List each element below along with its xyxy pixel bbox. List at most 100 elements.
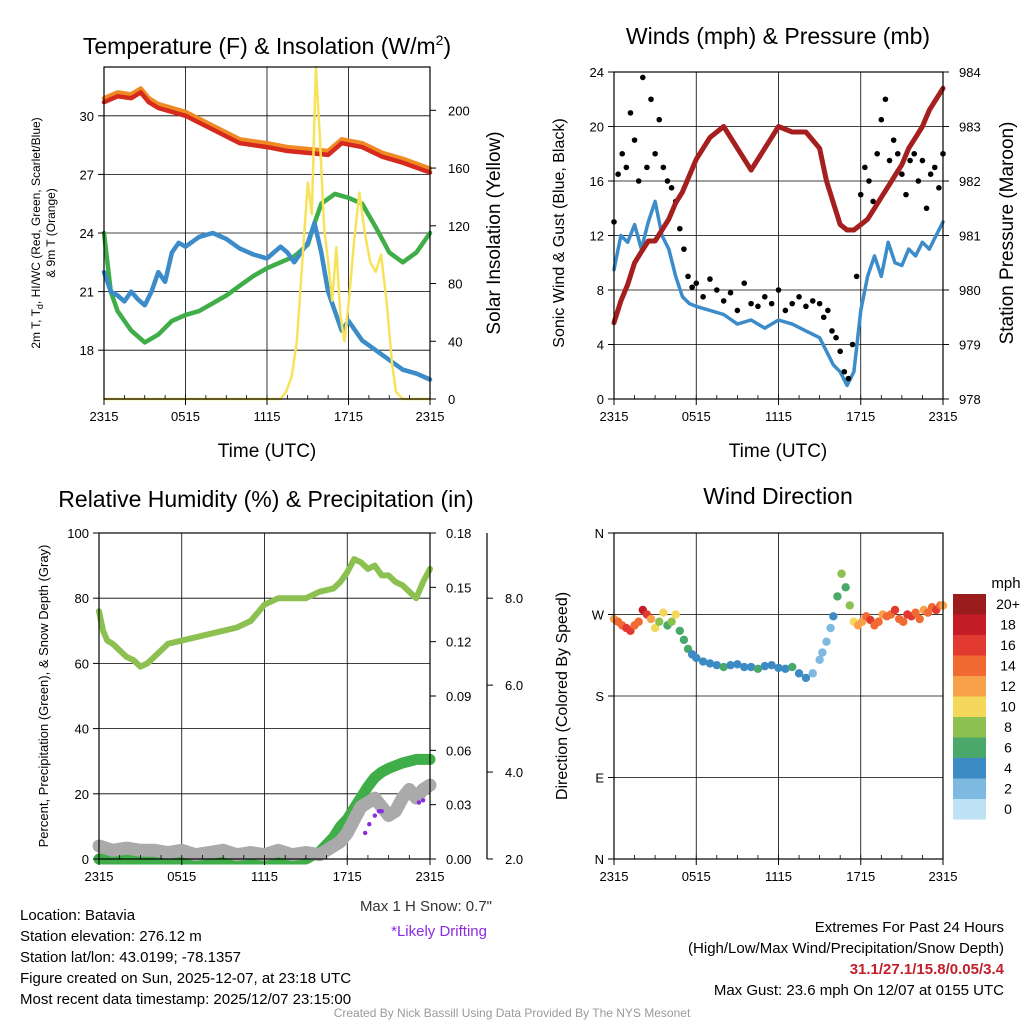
x-tick-label: 2315 bbox=[416, 869, 445, 884]
direction-point bbox=[911, 608, 920, 617]
direction-point bbox=[719, 662, 728, 672]
gust-point bbox=[685, 273, 691, 280]
x-tick-label: 1115 bbox=[251, 869, 278, 884]
precip-tick-label: 0.15 bbox=[446, 580, 471, 595]
gust-point bbox=[761, 294, 768, 300]
x-tick-label: 2315 bbox=[600, 409, 629, 424]
gust-point bbox=[714, 287, 720, 293]
direction-point bbox=[659, 608, 668, 617]
credit-line: Created By Nick Bassill Using Data Provi… bbox=[333, 1006, 691, 1020]
gust-point bbox=[782, 307, 789, 314]
direction-point bbox=[650, 623, 660, 633]
y-tick-label: S bbox=[595, 689, 604, 704]
x-tick-label: 1715 bbox=[333, 869, 362, 884]
station-location: Location: Batavia bbox=[20, 907, 136, 924]
precip-tick-label: 0.09 bbox=[446, 689, 471, 704]
direction-point bbox=[829, 612, 838, 621]
gust-point bbox=[809, 298, 816, 304]
gust-point bbox=[825, 307, 831, 314]
x-tick-label: 1715 bbox=[846, 869, 875, 884]
series-sonic-wind bbox=[612, 199, 945, 388]
y-tick-label: 27 bbox=[80, 167, 94, 182]
colorbar-swatch bbox=[953, 758, 986, 779]
gust-point bbox=[635, 178, 642, 184]
direction-point bbox=[845, 601, 854, 610]
y-tick-label: W bbox=[592, 608, 605, 623]
y-right-tick-label: 40 bbox=[448, 334, 462, 349]
colorbar-label: 6 bbox=[1004, 740, 1012, 756]
gust-point bbox=[627, 110, 634, 116]
gust-point bbox=[936, 185, 942, 191]
x-tick-label: 1115 bbox=[254, 409, 281, 424]
winds-ylabel-left: Sonic Wind & Gust (Blue, Black) bbox=[551, 118, 568, 347]
y-tick-label: 24 bbox=[590, 65, 604, 80]
direction-point bbox=[634, 617, 643, 626]
y-right-tick-label: 978 bbox=[959, 392, 981, 407]
y-right-tick-label: 983 bbox=[959, 120, 981, 135]
y-tick-label: 40 bbox=[75, 722, 89, 737]
max-gust: Max Gust: 23.6 mph On 12/07 at 0155 UTC bbox=[713, 982, 1004, 999]
direction-point bbox=[671, 610, 680, 619]
station-elevation: Station elevation: 276.12 m bbox=[20, 928, 202, 945]
extremes-values: 31.1/27.1/15.8/0.05/3.4 bbox=[849, 961, 1004, 978]
gust-point bbox=[894, 150, 901, 157]
station-latlon: Station lat/lon: 43.0199; -78.1357 bbox=[20, 949, 242, 966]
snow-tick-label: 4.0 bbox=[505, 765, 523, 780]
direction-point bbox=[890, 605, 900, 615]
y-right-tick-label: 980 bbox=[959, 283, 981, 298]
colorbar-swatch bbox=[953, 778, 986, 799]
y-right-tick-label: 982 bbox=[959, 174, 981, 189]
y-tick-label: E bbox=[595, 771, 604, 786]
colorbar-swatch bbox=[953, 737, 986, 758]
gust-point bbox=[644, 164, 650, 171]
gust-point bbox=[816, 300, 823, 307]
gust-point bbox=[849, 341, 856, 348]
gust-point bbox=[734, 307, 741, 314]
x-tick-label: 2315 bbox=[90, 409, 119, 424]
colorbar-swatch bbox=[953, 635, 986, 656]
direction-point bbox=[646, 614, 656, 624]
direction-point bbox=[815, 655, 824, 664]
y-tick-label: 4 bbox=[597, 338, 604, 353]
winds-xlabel: Time (UTC) bbox=[729, 441, 828, 462]
y-tick-label: 18 bbox=[80, 343, 94, 358]
y-tick-label: N bbox=[595, 852, 604, 867]
gust-point bbox=[919, 157, 926, 164]
direction-point bbox=[667, 617, 676, 626]
direction-point bbox=[788, 662, 797, 672]
direction-point bbox=[899, 617, 908, 626]
y-right-tick-label: 979 bbox=[959, 338, 981, 353]
colorbar-label: 4 bbox=[1004, 760, 1012, 776]
direction-point bbox=[841, 583, 850, 592]
temperature-title: Temperature (F) & Insolation (W/m2) bbox=[83, 32, 451, 59]
x-tick-label: 0515 bbox=[171, 409, 200, 424]
direction-point bbox=[698, 657, 708, 666]
humidity-ylabel-left: Percent, Precipitation (Green), & Snow D… bbox=[36, 545, 51, 848]
precip-tick-label: 0.00 bbox=[446, 852, 471, 867]
extremes-title: Extremes For Past 24 Hours bbox=[814, 919, 1004, 936]
snow-tick-label: 2.0 bbox=[505, 852, 523, 867]
gust-point bbox=[700, 294, 706, 300]
direction-panel: Wind Direction 2315 0515 1115 1715 2315 N E S W N… bbox=[554, 483, 1021, 884]
gust-point bbox=[615, 171, 621, 177]
drifting-point bbox=[379, 808, 384, 814]
direction-point bbox=[746, 662, 756, 672]
gust-point bbox=[927, 171, 934, 177]
direction-point bbox=[822, 637, 831, 646]
precip-tick-label: 0.06 bbox=[446, 743, 471, 758]
direction-point bbox=[874, 617, 883, 626]
y-tick-label: 16 bbox=[590, 174, 604, 189]
x-tick-label: 2315 bbox=[600, 869, 629, 884]
gust-point bbox=[862, 164, 868, 171]
gust-point bbox=[748, 300, 754, 307]
gust-point bbox=[907, 157, 913, 164]
gust-point bbox=[890, 137, 897, 143]
gust-point bbox=[677, 225, 683, 232]
colorbar-swatch bbox=[953, 614, 986, 635]
series-snow-depth bbox=[92, 778, 437, 862]
y-tick-label: 24 bbox=[80, 226, 94, 241]
gust-point bbox=[656, 116, 663, 123]
gust-point bbox=[899, 171, 905, 177]
gust-point bbox=[631, 137, 638, 143]
winds-panel: Winds (mph) & Pressure (mb) 2315 0515 1115… bbox=[551, 23, 1018, 462]
